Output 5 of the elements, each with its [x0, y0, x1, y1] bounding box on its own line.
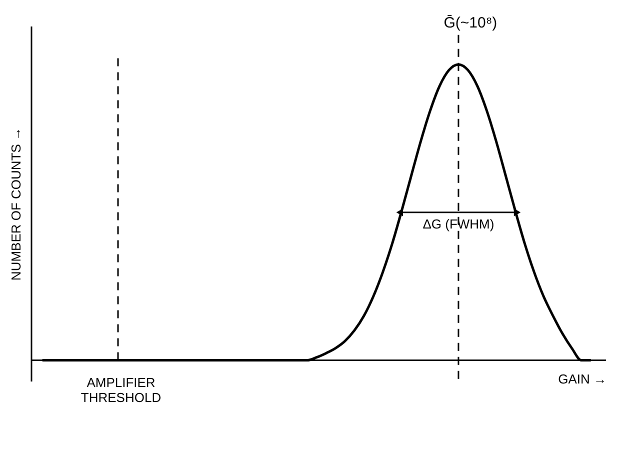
text: AMPLIFIER THRESHOLD	[80, 375, 162, 405]
x-axis-title: GAIN →	[558, 372, 606, 386]
y-axis-title: NUMBER OF COUNTS →	[8, 127, 24, 281]
annotation: ΔG (FWHM)	[422, 216, 494, 232]
text: Ḡ(~10⁸)	[444, 14, 498, 32]
